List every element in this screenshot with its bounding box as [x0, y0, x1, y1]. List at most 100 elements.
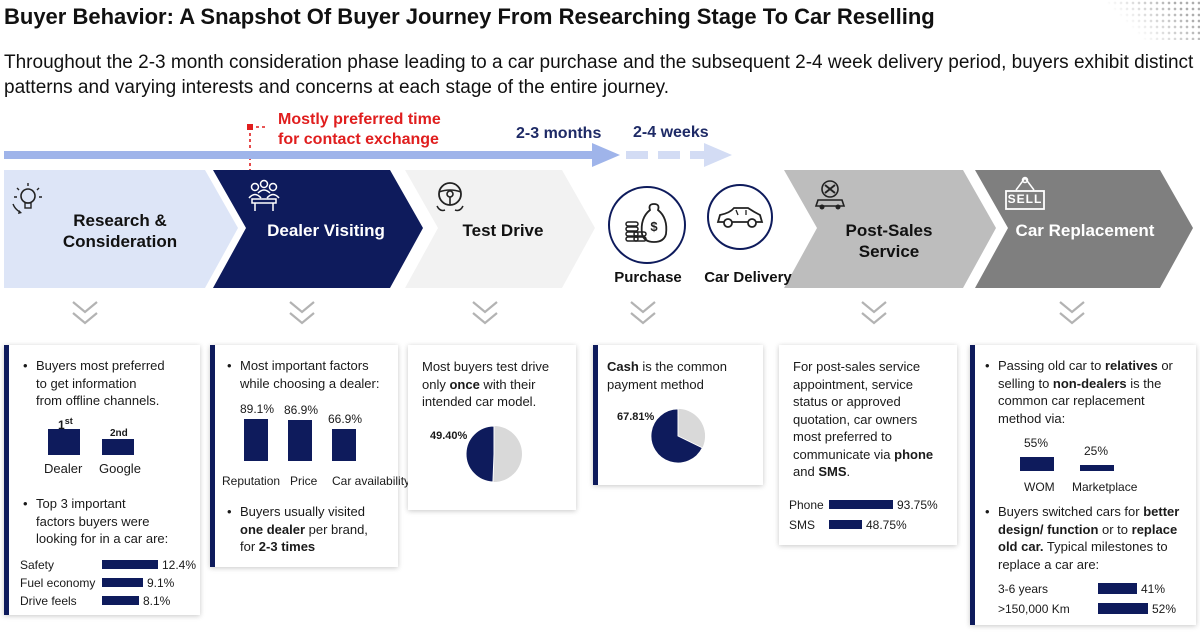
- chevron-down-icon: [289, 301, 315, 325]
- card-accent: [970, 345, 975, 625]
- replacement-method-chart: 55% WOM 25% Marketplace: [1000, 433, 1190, 497]
- bar-mark: [244, 419, 268, 461]
- label-dealer: Dealer: [44, 461, 83, 476]
- dash-2: [658, 151, 680, 159]
- bar-mark: [288, 420, 312, 461]
- chevron-down-icon: [861, 301, 887, 325]
- bar-mark: [829, 520, 862, 529]
- bar-value: 41%: [1141, 582, 1166, 596]
- bar-label: Fuel economy: [20, 576, 96, 590]
- bar-mark: [102, 560, 158, 569]
- stage-purchase: Purchase: [614, 269, 682, 286]
- bar-mark: [102, 596, 139, 605]
- bar-value: 55%: [1024, 436, 1049, 450]
- stage-test-drive: Test Drive: [462, 221, 544, 240]
- phase-label-months: 2-3 months: [516, 125, 602, 142]
- stage-research: Research & Consideration: [62, 211, 178, 251]
- bar-value: 9.1%: [147, 576, 175, 590]
- stage-delivery: Car Delivery: [704, 269, 792, 286]
- note-marker: [247, 124, 253, 130]
- pie-chart-test-drive: [465, 425, 522, 483]
- bar-label: Phone: [789, 498, 824, 512]
- svg-text:$: $: [650, 219, 658, 234]
- card-dealer: Most important factors while choosing a …: [210, 345, 410, 567]
- sell-sign-text: SELL: [1007, 192, 1043, 206]
- replacement-switch-text: Buyers switched cars for better design/ …: [982, 503, 1194, 573]
- post-sales-text: For post-sales service appointment, serv…: [793, 359, 934, 479]
- steering-wheel-icon: [436, 182, 464, 212]
- page-title: Buyer Behavior: A Snapshot Of Buyer Jour…: [4, 4, 935, 29]
- bar-value: 52%: [1152, 602, 1177, 616]
- pie-chart-purchase: [650, 408, 706, 464]
- dash-1: [626, 151, 648, 159]
- car-icon: [716, 207, 764, 228]
- dealer-factors-text: Most important factors while choosing a …: [224, 357, 398, 392]
- bar-mark: [1080, 465, 1114, 471]
- decorative-dots: [1100, 0, 1200, 40]
- card-test-drive: Most buyers test drive only once with th…: [408, 345, 576, 510]
- bar-mark: [332, 429, 356, 461]
- bar-value: 48.75%: [866, 518, 907, 532]
- chevron-down-icon: [630, 301, 656, 325]
- stage-dealer: Dealer Visiting: [267, 221, 385, 240]
- chevron-research: [4, 170, 238, 288]
- contact-note: Mostly preferred time for contact exchan…: [278, 111, 441, 148]
- pie-label-purchase: 67.81%: [617, 411, 655, 423]
- bar-label: Drive feels: [20, 594, 77, 608]
- pie-slice-main: [650, 408, 703, 464]
- label-google: Google: [99, 461, 141, 476]
- rank-second: 2nd: [110, 428, 128, 439]
- bar-mark: [1020, 457, 1054, 471]
- bar-label: WOM: [1024, 480, 1055, 494]
- bar-dealer: [48, 429, 80, 455]
- dealer-visit-text: Buyers usually visited one dealer per br…: [224, 503, 398, 556]
- pie-slice-main: [465, 425, 495, 483]
- replacement-method-text: Passing old car to relatives or selling …: [982, 357, 1194, 427]
- card-research: Buyers most preferred to get information…: [4, 345, 200, 615]
- card-accent: [210, 345, 215, 567]
- rank-first: 1st: [58, 416, 73, 432]
- bar-value: 66.9%: [328, 412, 363, 426]
- bar-label: >150,000 Km: [998, 602, 1070, 616]
- sell-sign-icon: [1005, 176, 1045, 210]
- bar-label: Safety: [20, 558, 55, 572]
- car-service-icon: [814, 180, 846, 210]
- card-replacement: Passing old car to relatives or selling …: [970, 345, 1196, 625]
- bar-value: 89.1%: [240, 402, 275, 416]
- page-subtitle: Throughout the 2-3 month consideration p…: [4, 52, 1194, 98]
- bar-label: Marketplace: [1072, 480, 1138, 494]
- timeline-arrowhead: [592, 143, 620, 167]
- pie-label-test-drive: 49.40%: [430, 430, 468, 442]
- bar-label: Price: [290, 474, 318, 488]
- purchase-text: Cash is the common payment method: [607, 359, 727, 392]
- stage-replacement: Car Replacement: [1015, 221, 1155, 240]
- stage-post-sales: Post-Sales Service: [845, 221, 933, 261]
- bar-value: 8.1%: [143, 594, 171, 608]
- bar-mark: [1098, 583, 1137, 594]
- bar-mark: [102, 578, 143, 587]
- chevron-down-icon: [1059, 301, 1085, 325]
- bar-label: Car availability: [332, 474, 411, 488]
- people-meeting-icon: [248, 179, 280, 211]
- lightbulb-icon: [12, 183, 42, 214]
- bar-value: 12.4%: [162, 558, 197, 572]
- stage-chevrons: [4, 170, 1193, 288]
- purchase-circle: [608, 186, 686, 264]
- timeline-bar: [4, 151, 592, 159]
- bar-google: [102, 439, 134, 455]
- bar-value: 25%: [1084, 444, 1109, 458]
- chevron-replacement: [975, 170, 1193, 288]
- bar-mark: [1098, 603, 1148, 614]
- dealer-factor-chart: 89.1% Reputation 86.9% Price 66.9% Car availa…: [218, 399, 410, 489]
- research-preference: Buyers most preferred to get information…: [20, 357, 200, 410]
- delivery-circle: [707, 184, 773, 250]
- card-post-sales: For post-sales service appointment, serv…: [779, 345, 957, 545]
- timeline-arrow: [4, 124, 732, 172]
- test-drive-text: Most buyers test drive only once with th…: [422, 359, 550, 409]
- bar-label: Reputation: [222, 474, 281, 488]
- card-accent: [4, 345, 9, 615]
- chevron-down-icon: [472, 301, 498, 325]
- chevron-down-icon: [72, 301, 98, 325]
- money-bag-icon: $: [625, 203, 668, 243]
- phase-label-weeks: 2-4 weeks: [633, 124, 709, 141]
